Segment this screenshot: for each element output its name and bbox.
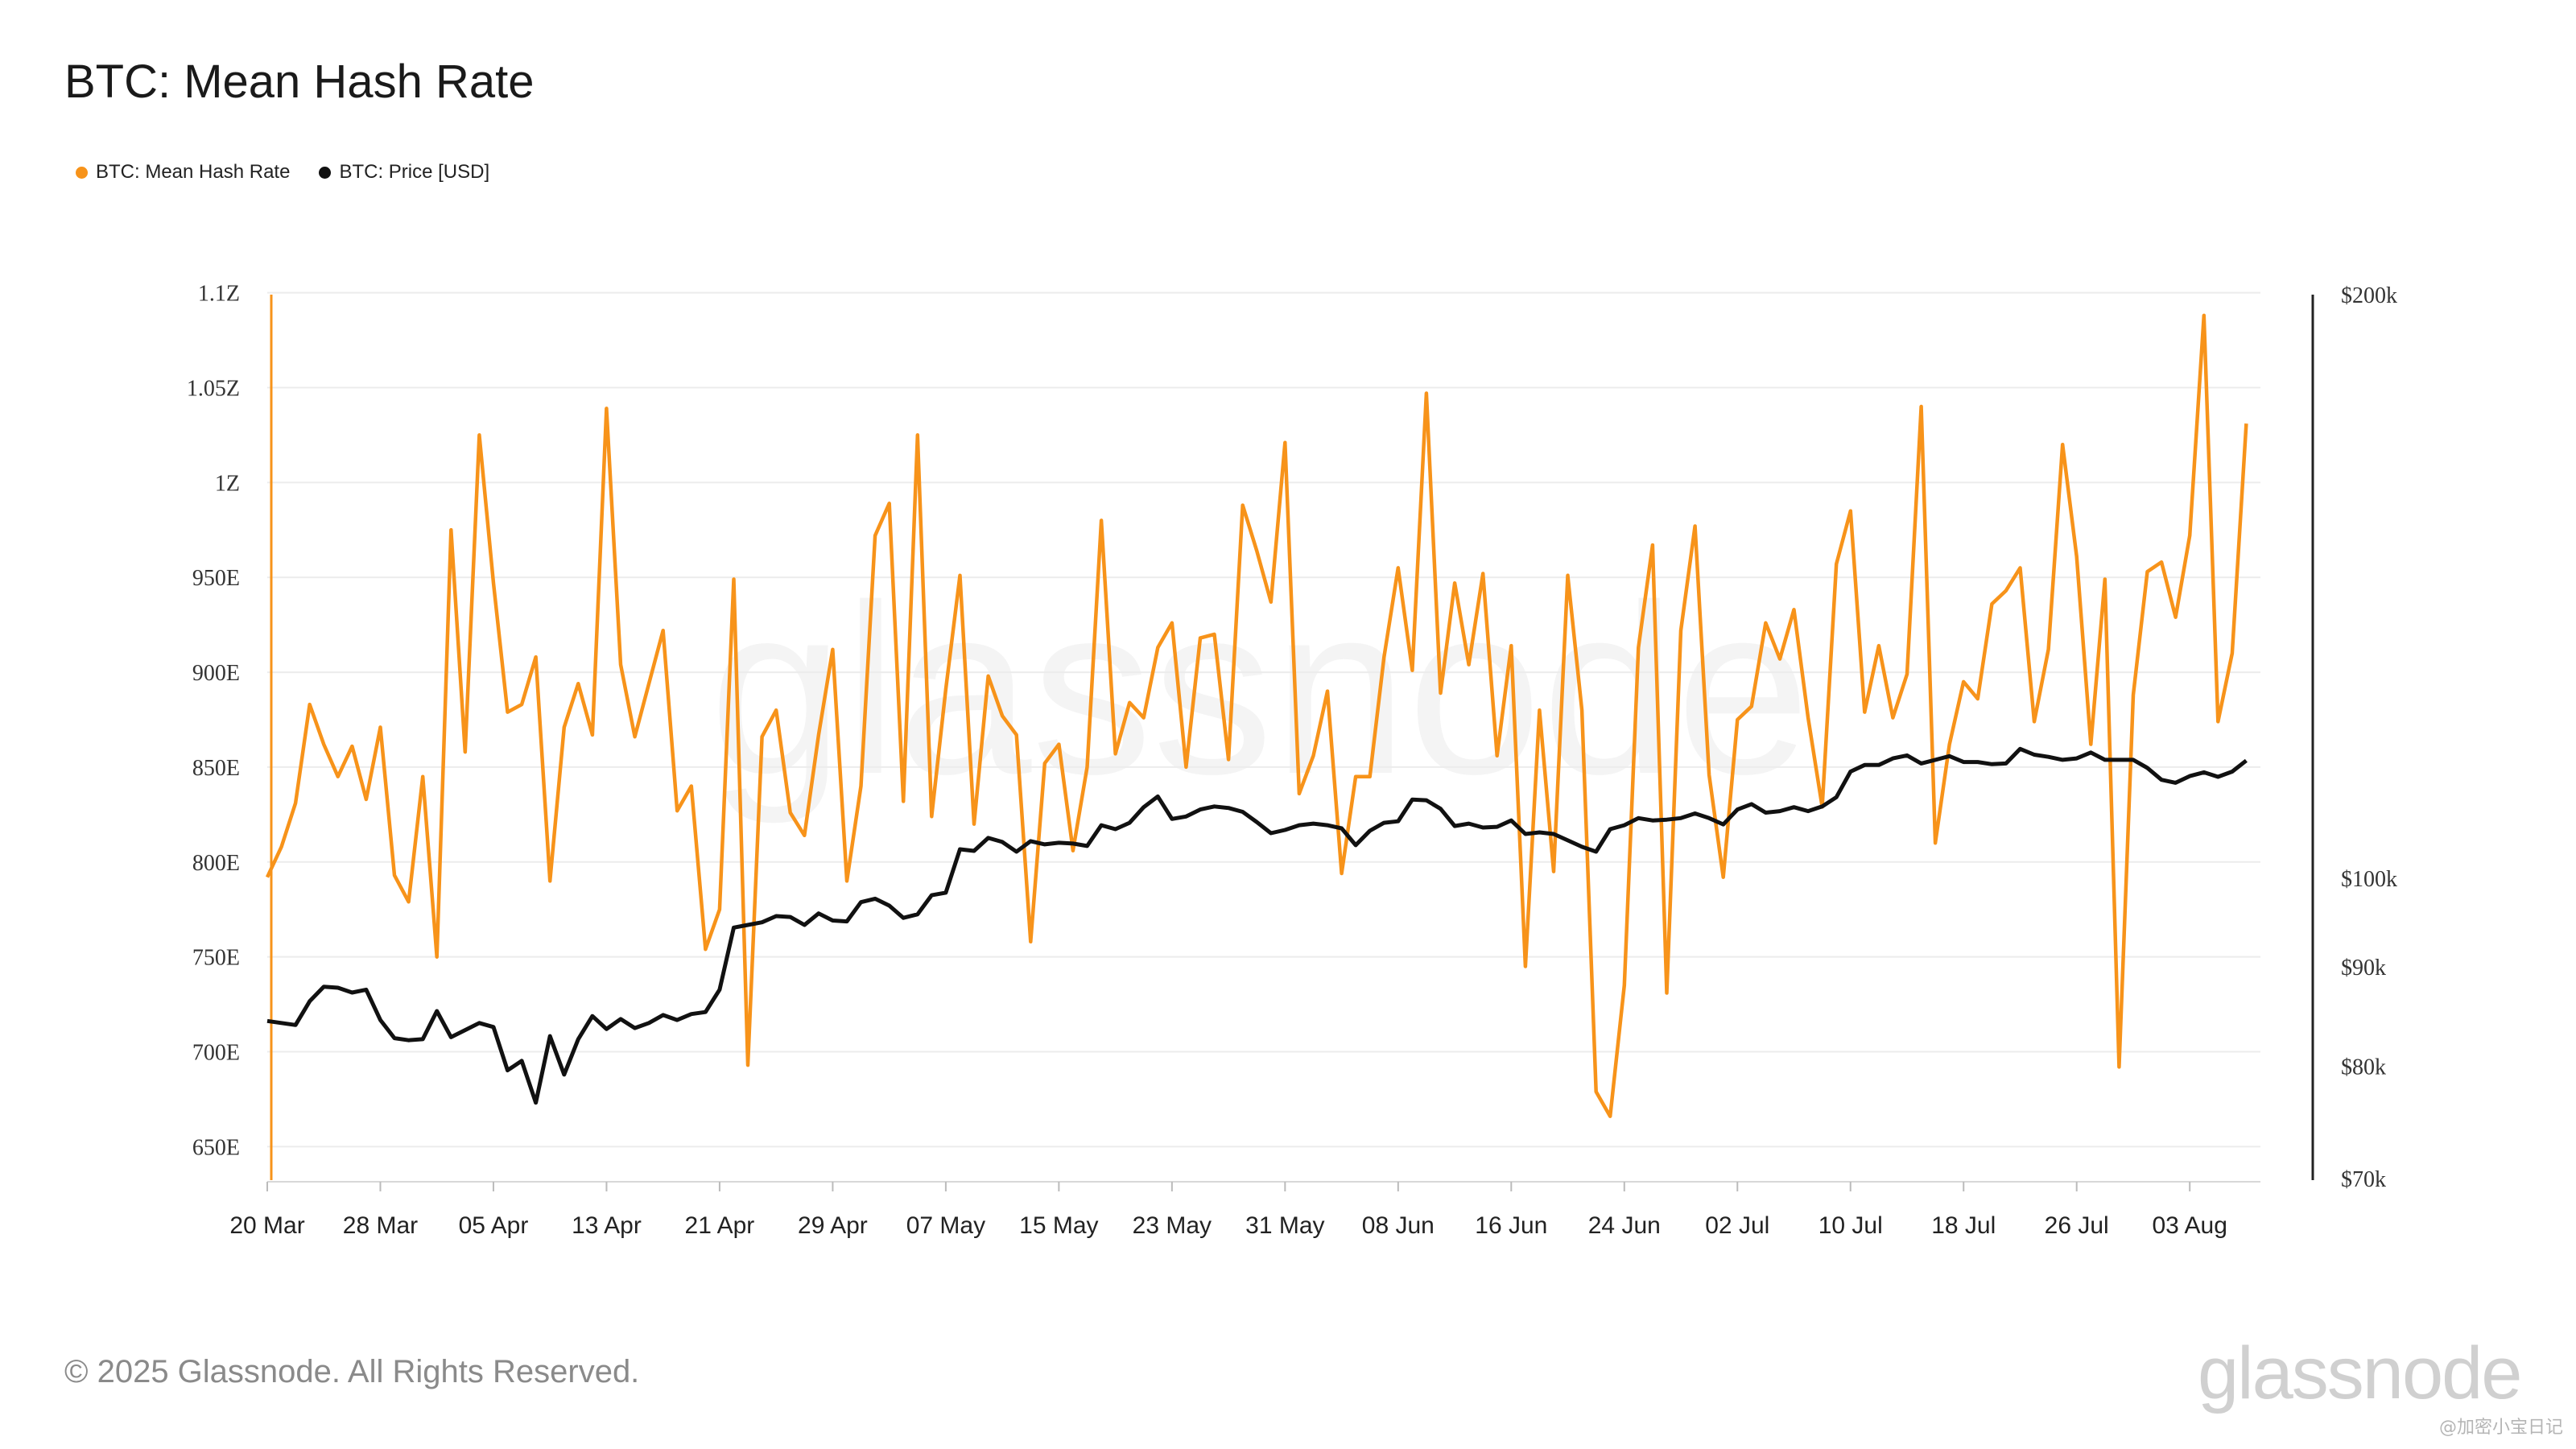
legend-item-hash-rate[interactable]: BTC: Mean Hash Rate <box>76 161 290 184</box>
y-left-tick-label: 850E <box>192 756 240 781</box>
legend-swatch-hash-rate <box>76 166 88 179</box>
x-tick-label: 23 May <box>1133 1212 1212 1239</box>
x-tick-label: 03 Aug <box>2152 1212 2227 1239</box>
y-right-tick-label: $100k <box>2341 867 2397 892</box>
x-tick-label: 31 May <box>1245 1212 1324 1239</box>
axes: 650E 700E 750E 800E 850E 900E 950E 1Z 1.05Z 1.1Z $… <box>187 282 2397 1239</box>
legend-swatch-price <box>319 166 332 179</box>
x-tick-label: 07 May <box>906 1212 985 1239</box>
y-left-tick-label: 700E <box>192 1041 240 1066</box>
y-left-tick-label: 1.1Z <box>198 282 240 307</box>
x-tick-label: 15 May <box>1019 1212 1098 1239</box>
y-left-tick-label: 900E <box>192 661 240 686</box>
x-tick-label: 21 Apr <box>685 1212 755 1239</box>
y-left-tick-label: 650E <box>192 1135 240 1160</box>
x-tick-label: 18 Jul <box>1931 1212 1996 1239</box>
y-left-tick-label: 800E <box>192 851 240 876</box>
x-tick-label: 08 Jun <box>1362 1212 1435 1239</box>
y-right-tick-label: $70k <box>2341 1167 2386 1192</box>
x-tick-label: 20 Mar <box>229 1212 304 1239</box>
y-left-tick-label: 750E <box>192 946 240 971</box>
x-tick-label: 26 Jul <box>2045 1212 2109 1239</box>
copyright-text: © 2025 Glassnode. All Rights Reserved. <box>64 1354 640 1389</box>
legend-item-price[interactable]: BTC: Price [USD] <box>319 161 489 184</box>
series-line-price[interactable] <box>266 746 2248 1105</box>
x-tick-label: 16 Jun <box>1475 1212 1547 1239</box>
x-tick-label: 02 Jul <box>1705 1212 1769 1239</box>
x-tick-label: 28 Mar <box>343 1212 418 1239</box>
y-right-tick-label: $80k <box>2341 1055 2386 1080</box>
brand-logo: glassnode <box>2198 1332 2522 1414</box>
legend: BTC: Mean Hash Rate BTC: Price [USD] <box>76 161 518 184</box>
y-right-tick-label: $200k <box>2341 283 2397 308</box>
y-left-tick-label: 1.05Z <box>187 376 240 401</box>
y-left-tick-label: 1Z <box>215 471 240 496</box>
series <box>265 313 2248 1118</box>
watermark-note: @加密小宝日记 <box>2439 1418 2564 1438</box>
x-tick-label: 24 Jun <box>1588 1212 1661 1239</box>
chart-title: BTC: Mean Hash Rate <box>64 56 535 108</box>
x-tick-label: 29 Apr <box>798 1212 868 1239</box>
y-left-tick-label: 950E <box>192 566 240 591</box>
x-tick-label: 05 Apr <box>459 1212 529 1239</box>
legend-label-price: BTC: Price [USD] <box>339 161 490 183</box>
y-right-tick-label: $90k <box>2341 956 2386 980</box>
legend-label-hash-rate: BTC: Mean Hash Rate <box>96 161 291 183</box>
x-tick-label: 10 Jul <box>1818 1212 1883 1239</box>
x-tick-label: 13 Apr <box>572 1212 642 1239</box>
series-line-hash-rate[interactable] <box>265 313 2248 1118</box>
